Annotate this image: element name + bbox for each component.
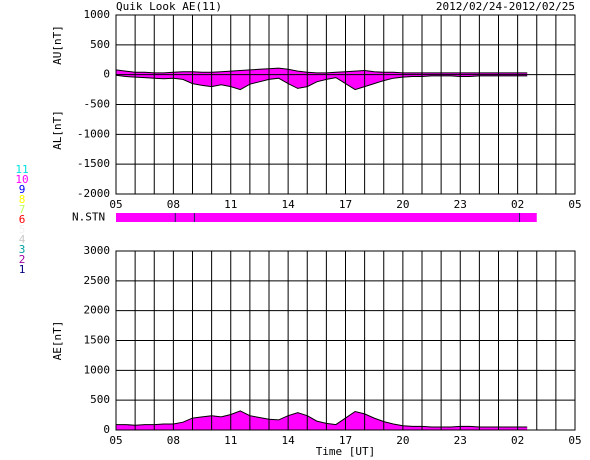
status-segment xyxy=(519,213,537,222)
status-segment xyxy=(194,213,520,222)
y-tick-label: 2000 xyxy=(84,304,111,317)
x-tick-label: 11 xyxy=(224,198,237,211)
x-tick-label: 11 xyxy=(224,434,237,447)
y-tick-label: 500 xyxy=(90,393,110,406)
station-legend-label: 1 xyxy=(19,263,26,276)
station-legend-label: 5 xyxy=(19,223,26,236)
y-tick-label: 3000 xyxy=(84,244,111,257)
status-label: N.STN xyxy=(72,211,105,224)
y-tick-label: 1000 xyxy=(84,363,111,376)
status-segment xyxy=(116,213,176,222)
station-legend-label: 2 xyxy=(19,253,26,266)
y-tick-label: -1000 xyxy=(77,127,110,140)
x-tick-label: 05 xyxy=(109,198,122,211)
x-tick-label: 02 xyxy=(511,198,524,211)
x-tick-label: 14 xyxy=(282,198,296,211)
y-tick-label: 0 xyxy=(103,423,110,436)
status-segment xyxy=(175,213,195,222)
y-tick-label: -500 xyxy=(84,98,111,111)
x-tick-label: 05 xyxy=(568,198,581,211)
station-legend-label: 4 xyxy=(19,233,26,246)
x-tick-label: 05 xyxy=(109,434,122,447)
y-tick-label: -1500 xyxy=(77,157,110,170)
series-line xyxy=(115,74,528,91)
plot-frame xyxy=(115,14,576,195)
station-legend-label: 11 xyxy=(15,163,28,176)
y-axis-label: AL[nT] xyxy=(51,110,64,150)
station-legend-label: 6 xyxy=(19,213,26,226)
x-tick-label: 14 xyxy=(282,434,296,447)
y-tick-label: -2000 xyxy=(77,187,110,200)
station-legend-label: 7 xyxy=(19,203,26,216)
x-axis-label: Time [UT] xyxy=(316,445,376,458)
y-tick-label: 1500 xyxy=(84,334,111,347)
y-axis-label: AE[nT] xyxy=(51,321,64,361)
y-tick-label: 500 xyxy=(90,38,110,51)
y-tick-label: 1000 xyxy=(84,8,111,21)
x-tick-label: 08 xyxy=(167,198,180,211)
y-tick-label: 2500 xyxy=(84,274,111,287)
x-tick-label: 08 xyxy=(167,434,180,447)
x-tick-label: 05 xyxy=(568,434,581,447)
x-tick-label: 02 xyxy=(511,434,524,447)
series-line xyxy=(115,67,528,74)
x-tick-label: 23 xyxy=(454,434,467,447)
station-legend-label: 8 xyxy=(19,193,26,206)
x-tick-label: 23 xyxy=(454,198,467,211)
x-tick-label: 17 xyxy=(339,434,352,447)
station-legend-label: 9 xyxy=(19,183,26,196)
series-line xyxy=(116,410,528,428)
y-tick-label: 0 xyxy=(103,68,110,81)
plot-frame xyxy=(115,250,576,431)
chart-title: Quik Look AE(11) xyxy=(116,0,222,13)
x-tick-label: 17 xyxy=(339,198,352,211)
y-axis-label: AU[nT] xyxy=(51,25,64,65)
series-area xyxy=(116,410,528,430)
series-area xyxy=(116,74,528,90)
x-tick-label: 20 xyxy=(396,198,409,211)
date-range: 2012/02/24-2012/02/25 xyxy=(436,0,575,13)
station-legend-label: 10 xyxy=(15,173,28,186)
station-legend-label: 3 xyxy=(19,243,26,256)
x-tick-label: 20 xyxy=(396,434,409,447)
